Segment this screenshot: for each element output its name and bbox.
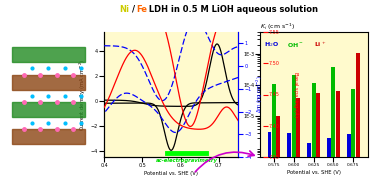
Bar — [12, 74, 85, 90]
Bar — [312, 83, 315, 189]
Bar — [292, 75, 296, 189]
Bar — [12, 129, 85, 144]
Bar — [347, 134, 351, 189]
X-axis label: Potential vs. SHE (V): Potential vs. SHE (V) — [287, 170, 341, 175]
Y-axis label: $\Delta m$ (ng cm$^{-2}$): $\Delta m$ (ng cm$^{-2}$) — [254, 75, 264, 114]
Bar — [272, 84, 276, 189]
Text: /: / — [132, 5, 135, 14]
Text: LDH in 0.5 M LiOH aqueous solution: LDH in 0.5 M LiOH aqueous solution — [146, 5, 318, 14]
Y-axis label: Current density (mA cm$^{-2}$): Current density (mA cm$^{-2}$) — [78, 58, 88, 131]
Bar — [316, 93, 320, 189]
Text: Fe: Fe — [136, 5, 147, 14]
Bar — [356, 53, 359, 189]
Text: Li$^+$: Li$^+$ — [314, 40, 327, 49]
Text: ac-electrogravimetry: ac-electrogravimetry — [155, 158, 217, 163]
Bar — [12, 47, 85, 62]
Bar — [307, 143, 311, 189]
Text: OH$^-$: OH$^-$ — [287, 40, 304, 49]
Bar — [296, 98, 300, 189]
X-axis label: Potential vs. SHE (V): Potential vs. SHE (V) — [144, 171, 198, 176]
Text: $K_i$ (cm s$^{-1}$): $K_i$ (cm s$^{-1}$) — [260, 22, 295, 32]
Bar — [276, 116, 280, 189]
Bar — [351, 89, 355, 189]
Bar — [331, 67, 335, 189]
Text: Ni: Ni — [119, 5, 129, 14]
Bar — [267, 132, 272, 189]
Bar — [12, 102, 85, 117]
Bar — [336, 91, 340, 189]
Bar — [288, 133, 291, 189]
Y-axis label: Basal spacing ($\AA$): Basal spacing ($\AA$) — [291, 71, 301, 118]
Text: H$_2$O: H$_2$O — [264, 40, 279, 49]
Bar — [327, 138, 331, 189]
